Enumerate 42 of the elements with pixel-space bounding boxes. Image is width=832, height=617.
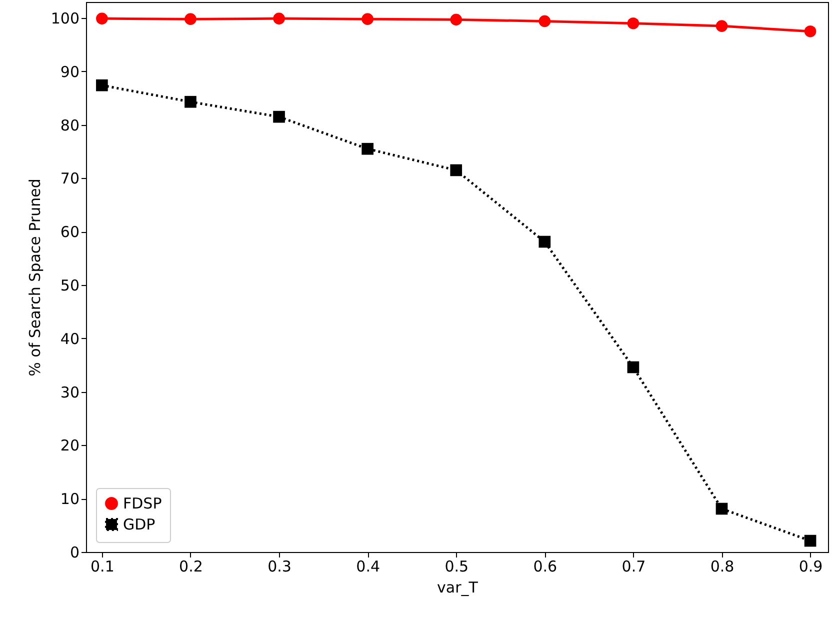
- y-tick-label: 70: [60, 170, 80, 188]
- y-tick-label: 100: [50, 10, 80, 28]
- x-tick-label: 0.1: [90, 558, 114, 576]
- y-tick-label: 50: [60, 276, 80, 295]
- point: [804, 534, 816, 547]
- x-tick-label: 0.3: [268, 558, 292, 576]
- legend-label: FDSP: [123, 494, 162, 512]
- point: [96, 79, 108, 92]
- y-tick-label: 0: [70, 544, 80, 562]
- legend-label: GDP: [123, 516, 156, 534]
- y-tick-label: 20: [60, 436, 80, 455]
- point: [716, 502, 728, 515]
- point: [627, 17, 640, 30]
- y-tick-label: 10: [60, 490, 80, 508]
- point: [184, 96, 196, 108]
- point: [362, 142, 374, 155]
- point: [273, 110, 285, 123]
- point: [716, 20, 728, 32]
- y-tick-label: 90: [60, 62, 80, 81]
- x-tick-label: 0.7: [622, 558, 646, 576]
- point: [450, 164, 462, 176]
- point: [96, 12, 108, 24]
- y-tick-label: 80: [60, 116, 80, 134]
- point: [450, 14, 462, 26]
- y-tick-label: 40: [60, 330, 80, 348]
- x-tick-label: 0.9: [798, 558, 823, 576]
- x-tick-label: 0.6: [533, 558, 558, 576]
- point: [362, 13, 374, 25]
- y-axis-title: % of Search Space Pruned: [26, 178, 44, 376]
- x-tick-label: 0.4: [356, 558, 380, 576]
- y-tick-label: 30: [60, 383, 80, 402]
- point: [273, 12, 285, 24]
- point: [804, 25, 816, 38]
- x-tick-label: 0.2: [179, 558, 203, 576]
- point: [538, 15, 551, 28]
- x-axis-title: var_T: [437, 578, 479, 596]
- x-tick-label: 0.8: [710, 558, 734, 576]
- point: [184, 13, 196, 25]
- y-tick-label: 60: [60, 223, 80, 242]
- x-tick-label: 0.5: [444, 558, 469, 576]
- point: [538, 236, 551, 248]
- point: [627, 361, 640, 374]
